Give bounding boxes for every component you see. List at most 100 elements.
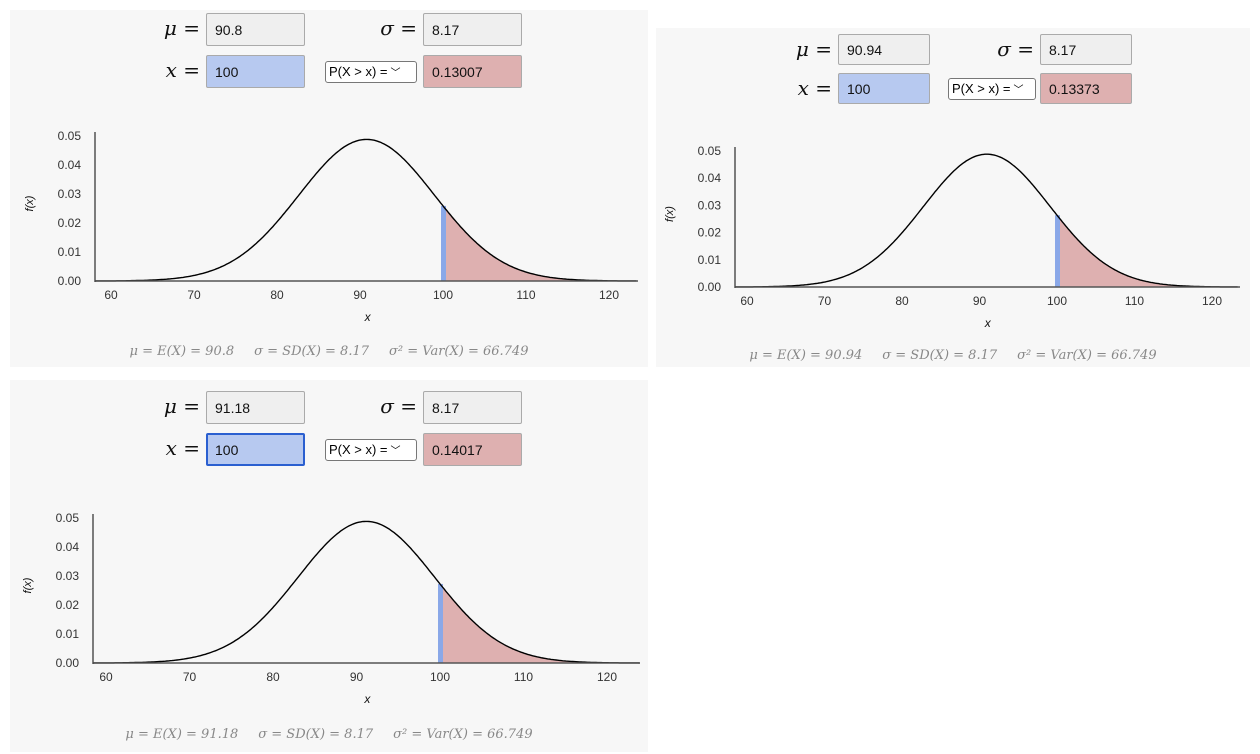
mu-input[interactable]: 90.8 <box>206 13 305 46</box>
mu-label: μ = <box>163 16 200 40</box>
summary-stat: μ = E(X) = 90.94 <box>749 348 863 363</box>
calculator-panel: 0.00 0.01 0.02 0.03 0.04 0.05 60 70 80 90 100 110 12… <box>10 380 648 752</box>
x-tick-label: 70 <box>187 288 201 302</box>
result-output: 0.14017 <box>423 433 522 466</box>
x-marker <box>1055 215 1060 287</box>
y-axis-label: f(x) <box>664 206 676 222</box>
sigma-input[interactable]: 8.17 <box>423 13 522 46</box>
y-tick-label: 0.03 <box>56 569 80 583</box>
sigma-input[interactable]: 8.17 <box>1040 34 1132 65</box>
sigma-input[interactable]: 8.17 <box>423 391 522 424</box>
x-label: x = <box>797 76 832 100</box>
y-tick-label: 0.02 <box>58 216 82 230</box>
density-chart: 0.00 0.01 0.02 0.03 0.04 0.05 60 70 80 90 100 110 12… <box>664 144 1240 330</box>
density-curve <box>95 138 637 282</box>
y-tick-label: 0.05 <box>56 511 80 525</box>
y-tick-label: 0.04 <box>56 540 80 554</box>
x-tick-label: 110 <box>514 670 533 684</box>
x-tick-label: 100 <box>433 288 453 302</box>
calculator-panel: 0.00 0.01 0.02 0.03 0.04 0.05 60 70 80 90 100 110 12… <box>656 28 1250 367</box>
density-chart: 0.00 0.01 0.02 0.03 0.04 0.05 60 70 80 90 100 110 12… <box>24 129 639 324</box>
probability-type-select[interactable]: P(X > x) = ﹀ <box>948 77 1036 100</box>
x-tick-label: 120 <box>597 670 617 684</box>
select-value: P(X > x) = <box>329 64 388 79</box>
x-tick-label: 60 <box>99 670 113 684</box>
summary-stat: σ = SD(X) = 8.17 <box>254 344 370 359</box>
sigma-label: σ = <box>380 16 417 40</box>
x-tick-label: 80 <box>270 288 284 302</box>
x-axis-label: x <box>984 316 992 330</box>
y-tick-label: 0.05 <box>58 129 82 143</box>
x-tick-label: 120 <box>599 288 619 302</box>
summary-stat: σ² = Var(X) = 66.749 <box>393 727 533 742</box>
x-tick-label: 90 <box>353 288 367 302</box>
x-tick-label: 90 <box>973 294 987 308</box>
x-tick-label: 60 <box>740 294 754 308</box>
result-output: 0.13007 <box>423 55 522 88</box>
x-input[interactable]: 100 <box>206 433 305 466</box>
y-tick-label: 0.04 <box>58 158 82 172</box>
y-tick-label: 0.01 <box>698 253 722 267</box>
summary-stats: μ = E(X) = 90.94 σ = SD(X) = 8.17 σ² = Var… <box>656 348 1250 363</box>
x-tick-label: 70 <box>818 294 832 308</box>
x-axis-label: x <box>363 692 371 706</box>
chevron-down-icon: ﹀ <box>390 68 401 79</box>
x-tick-label: 70 <box>183 670 197 684</box>
probability-type-select[interactable]: P(X > x) = ﹀ <box>325 438 417 461</box>
x-marker <box>441 205 446 281</box>
y-tick-label: 0.02 <box>56 598 80 612</box>
density-chart: 0.00 0.01 0.02 0.03 0.04 0.05 60 70 80 90 100 110 12… <box>22 511 641 706</box>
mu-input[interactable]: 91.18 <box>206 391 305 424</box>
summary-stat: σ = SD(X) = 8.17 <box>882 348 998 363</box>
calculator-panel: 0.00 0.01 0.02 0.03 0.04 0.05 60 70 80 90 100 110 12… <box>10 10 648 367</box>
summary-stat: σ² = Var(X) = 66.749 <box>389 344 529 359</box>
y-tick-label: 0.04 <box>698 171 722 185</box>
y-tick-label: 0.03 <box>698 198 722 212</box>
x-input[interactable]: 100 <box>838 73 930 104</box>
mu-label: μ = <box>795 37 832 61</box>
x-label: x = <box>165 436 200 460</box>
y-tick-label: 0.03 <box>58 187 82 201</box>
x-tick-label: 90 <box>350 670 364 684</box>
y-tick-label: 0.00 <box>698 280 722 294</box>
x-tick-label: 110 <box>516 288 535 302</box>
density-curve <box>93 520 640 664</box>
x-tick-label: 100 <box>430 670 450 684</box>
mu-input[interactable]: 90.94 <box>838 34 930 65</box>
x-input[interactable]: 100 <box>206 55 305 88</box>
select-value: P(X > x) = <box>329 442 388 457</box>
x-tick-label: 100 <box>1047 294 1067 308</box>
x-tick-label: 80 <box>895 294 909 308</box>
x-axis-label: x <box>364 310 372 324</box>
x-tick-label: 120 <box>1202 294 1222 308</box>
x-label: x = <box>165 58 200 82</box>
x-tick-label: 110 <box>1125 294 1144 308</box>
summary-stat: μ = E(X) = 91.18 <box>125 727 239 742</box>
y-tick-label: 0.05 <box>698 144 722 158</box>
chevron-down-icon: ﹀ <box>390 446 401 457</box>
summary-stat: μ = E(X) = 90.8 <box>129 344 235 359</box>
y-tick-label: 0.02 <box>698 226 722 240</box>
chevron-down-icon: ﹀ <box>1013 85 1024 96</box>
shaded-area <box>443 205 639 281</box>
y-tick-label: 0.01 <box>56 627 80 641</box>
y-axis-label: f(x) <box>24 195 36 211</box>
density-curve <box>735 153 1238 288</box>
summary-stat: σ² = Var(X) = 66.749 <box>1017 348 1157 363</box>
shaded-area <box>1057 215 1240 287</box>
mu-label: μ = <box>163 394 200 418</box>
y-axis-label: f(x) <box>22 577 34 593</box>
summary-stats: μ = E(X) = 91.18 σ = SD(X) = 8.17 σ² = Var… <box>10 727 648 742</box>
probability-type-select[interactable]: P(X > x) = ﹀ <box>325 60 417 83</box>
x-tick-label: 80 <box>266 670 280 684</box>
summary-stat: σ = SD(X) = 8.17 <box>258 727 374 742</box>
summary-stats: μ = E(X) = 90.8 σ = SD(X) = 8.17 σ² = Var(… <box>10 344 648 359</box>
select-value: P(X > x) = <box>952 81 1011 96</box>
y-tick-label: 0.00 <box>58 274 82 288</box>
sigma-label: σ = <box>380 394 417 418</box>
result-output: 0.13373 <box>1040 73 1132 104</box>
shaded-area <box>440 583 641 663</box>
x-marker <box>438 583 443 663</box>
x-tick-label: 60 <box>104 288 118 302</box>
sigma-label: σ = <box>997 37 1034 61</box>
